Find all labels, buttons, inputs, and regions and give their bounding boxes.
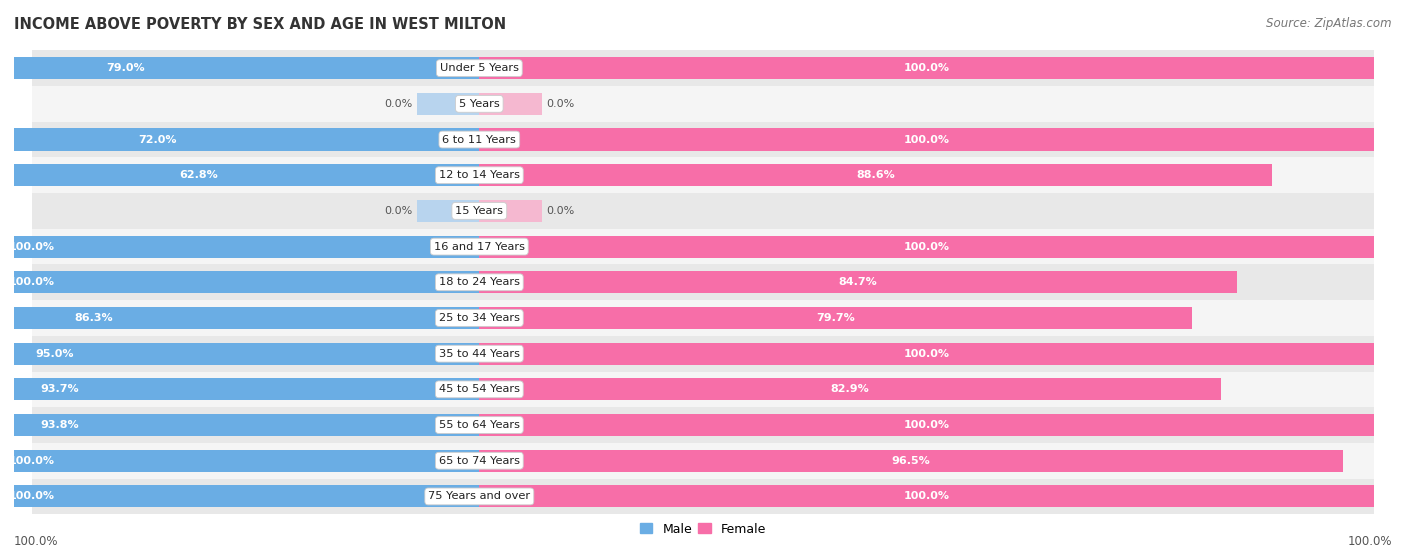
Text: 100.0%: 100.0% xyxy=(904,491,949,501)
Text: 100.0%: 100.0% xyxy=(904,241,949,252)
Bar xyxy=(0,129,479,150)
Text: 0.0%: 0.0% xyxy=(384,206,412,216)
Text: 100.0%: 100.0% xyxy=(14,535,59,548)
Text: 100.0%: 100.0% xyxy=(8,241,55,252)
Bar xyxy=(0,414,479,436)
Text: 6 to 11 Years: 6 to 11 Years xyxy=(443,135,516,145)
Text: 55 to 64 Years: 55 to 64 Years xyxy=(439,420,520,430)
Text: 93.7%: 93.7% xyxy=(41,385,80,394)
Bar xyxy=(32,193,1374,229)
Bar xyxy=(479,164,1272,186)
Text: 79.7%: 79.7% xyxy=(817,313,855,323)
Text: 75 Years and over: 75 Years and over xyxy=(429,491,530,501)
Bar xyxy=(416,200,479,222)
Text: 16 and 17 Years: 16 and 17 Years xyxy=(434,241,524,252)
Bar xyxy=(32,122,1374,158)
Bar xyxy=(0,164,479,186)
Text: 72.0%: 72.0% xyxy=(138,135,177,145)
Text: 18 to 24 Years: 18 to 24 Years xyxy=(439,277,520,287)
Text: 100.0%: 100.0% xyxy=(904,420,949,430)
Bar xyxy=(479,378,1220,400)
Text: 95.0%: 95.0% xyxy=(35,349,73,359)
Bar xyxy=(32,407,1374,443)
Text: 25 to 34 Years: 25 to 34 Years xyxy=(439,313,520,323)
Bar xyxy=(479,235,1374,258)
Text: 93.8%: 93.8% xyxy=(41,420,79,430)
Bar xyxy=(32,372,1374,407)
Bar xyxy=(479,200,541,222)
Text: Source: ZipAtlas.com: Source: ZipAtlas.com xyxy=(1267,17,1392,30)
Text: 100.0%: 100.0% xyxy=(8,277,55,287)
Bar xyxy=(479,414,1374,436)
Text: 100.0%: 100.0% xyxy=(904,349,949,359)
Text: 65 to 74 Years: 65 to 74 Years xyxy=(439,456,520,466)
Text: 86.3%: 86.3% xyxy=(75,313,112,323)
Text: 82.9%: 82.9% xyxy=(831,385,869,394)
Text: 12 to 14 Years: 12 to 14 Years xyxy=(439,170,520,180)
Text: 100.0%: 100.0% xyxy=(904,135,949,145)
Bar xyxy=(0,307,479,329)
Text: 88.6%: 88.6% xyxy=(856,170,896,180)
Bar xyxy=(0,485,479,508)
Text: 0.0%: 0.0% xyxy=(547,206,575,216)
Legend: Male, Female: Male, Female xyxy=(636,518,770,541)
Bar xyxy=(479,449,1343,472)
Text: 100.0%: 100.0% xyxy=(904,63,949,73)
Bar xyxy=(0,378,479,400)
Bar xyxy=(32,264,1374,300)
Text: Under 5 Years: Under 5 Years xyxy=(440,63,519,73)
Bar xyxy=(32,479,1374,514)
Bar xyxy=(479,343,1374,364)
Bar xyxy=(479,93,541,115)
Bar xyxy=(0,343,479,364)
Bar xyxy=(32,229,1374,264)
Bar xyxy=(32,86,1374,122)
Text: 84.7%: 84.7% xyxy=(839,277,877,287)
Text: INCOME ABOVE POVERTY BY SEX AND AGE IN WEST MILTON: INCOME ABOVE POVERTY BY SEX AND AGE IN W… xyxy=(14,17,506,32)
Text: 45 to 54 Years: 45 to 54 Years xyxy=(439,385,520,394)
Bar xyxy=(32,300,1374,336)
Bar xyxy=(479,271,1237,293)
Text: 0.0%: 0.0% xyxy=(384,99,412,109)
Bar xyxy=(32,443,1374,479)
Text: 5 Years: 5 Years xyxy=(458,99,499,109)
Text: 100.0%: 100.0% xyxy=(8,456,55,466)
Bar xyxy=(479,485,1374,508)
Bar xyxy=(416,93,479,115)
Bar xyxy=(0,57,479,79)
Bar xyxy=(479,129,1374,150)
Text: 100.0%: 100.0% xyxy=(8,491,55,501)
Text: 96.5%: 96.5% xyxy=(891,456,931,466)
Bar xyxy=(479,57,1374,79)
Text: 79.0%: 79.0% xyxy=(107,63,145,73)
Text: 100.0%: 100.0% xyxy=(1347,535,1392,548)
Text: 35 to 44 Years: 35 to 44 Years xyxy=(439,349,520,359)
Bar xyxy=(0,271,479,293)
Text: 15 Years: 15 Years xyxy=(456,206,503,216)
Bar xyxy=(0,449,479,472)
Bar xyxy=(0,235,479,258)
Text: 62.8%: 62.8% xyxy=(179,170,218,180)
Bar xyxy=(32,158,1374,193)
Bar xyxy=(32,336,1374,372)
Bar xyxy=(32,50,1374,86)
Text: 0.0%: 0.0% xyxy=(547,99,575,109)
Bar xyxy=(479,307,1192,329)
